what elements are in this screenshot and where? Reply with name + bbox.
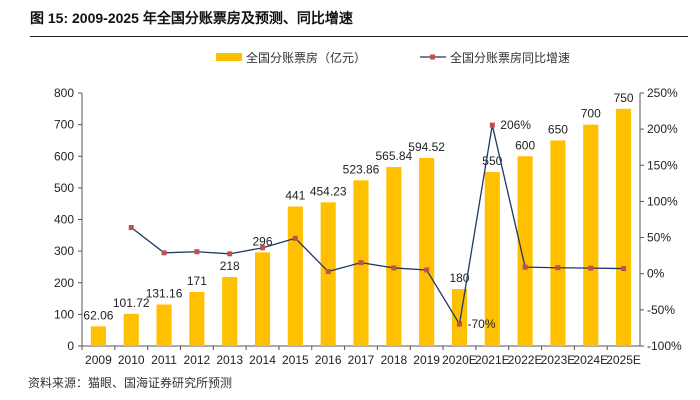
bar (616, 108, 632, 346)
bar-data-label: 180 (449, 271, 469, 285)
left-tick-label: 200 (54, 276, 74, 290)
bar (222, 277, 238, 346)
growth-data-label: 206% (500, 118, 531, 132)
right-tick-label: 200% (647, 122, 678, 136)
x-tick-label: 2014 (249, 353, 276, 367)
x-tick-label: 2015 (282, 353, 309, 367)
growth-marker (391, 265, 397, 271)
growth-marker (621, 266, 627, 272)
bar (550, 140, 566, 346)
x-tick-label: 2023E (541, 353, 576, 367)
right-tick-label: -50% (647, 303, 675, 317)
growth-marker (260, 245, 266, 251)
growth-marker (424, 267, 430, 273)
source-note: 资料来源：猫眼、国海证券研究所预测 (28, 376, 233, 390)
left-tick-label: 700 (54, 118, 74, 132)
bar (156, 304, 172, 346)
growth-marker (358, 260, 364, 266)
left-tick-label: 800 (54, 86, 74, 100)
bar-data-label: 565.84 (375, 149, 412, 163)
legend-bar-label: 全国分账票房（亿元） (246, 50, 366, 65)
growth-marker (555, 265, 561, 271)
legend-bar-swatch (216, 53, 242, 61)
growth-line (130, 124, 624, 326)
bar-data-label: 594.52 (408, 140, 445, 154)
x-tick-label: 2019 (413, 353, 440, 367)
x-tick-label: 2021E (475, 353, 510, 367)
left-tick-label: 100 (54, 307, 74, 321)
bar (386, 167, 402, 346)
left-tick-label: 300 (54, 244, 74, 258)
growth-marker (292, 235, 298, 241)
growth-marker (161, 250, 167, 256)
bar-data-label: 441 (285, 189, 305, 203)
right-tick-label: 0% (647, 267, 665, 281)
growth-marker (194, 249, 200, 255)
bar (287, 206, 303, 346)
x-tick-label: 2018 (380, 353, 407, 367)
x-tick-label: 2020E (442, 353, 477, 367)
left-tick-label: 400 (54, 213, 74, 227)
x-tick-label: 2009 (85, 353, 112, 367)
bar-data-label: 218 (220, 259, 240, 273)
bar-data-label: 171 (187, 274, 207, 288)
growth-marker (325, 269, 331, 275)
bar-data-label: 523.86 (343, 162, 380, 176)
bar (90, 326, 106, 346)
growth-marker (227, 251, 233, 257)
growth-data-label: -70% (467, 317, 495, 331)
bar (419, 157, 435, 346)
bar-data-label: 750 (614, 91, 634, 105)
growth-marker (522, 264, 528, 270)
bar-data-label: 62.06 (83, 308, 113, 322)
left-tick-label: 500 (54, 181, 74, 195)
bar (189, 291, 205, 346)
x-tick-label: 2022E (508, 353, 543, 367)
bar-data-label: 101.72 (113, 296, 150, 310)
right-tick-label: -100% (647, 339, 682, 353)
legend-line-marker (430, 54, 435, 60)
growth-marker (588, 265, 594, 271)
x-tick-label: 2012 (184, 353, 211, 367)
bar (320, 202, 336, 346)
x-tick-label: 2017 (348, 353, 375, 367)
right-tick-label: 150% (647, 158, 678, 172)
growth-marker (128, 225, 134, 231)
right-tick-label: 50% (647, 231, 671, 245)
x-tick-label: 2024E (573, 353, 608, 367)
left-tick-label: 600 (54, 149, 74, 163)
bar-data-label: 650 (548, 122, 568, 136)
growth-marker (456, 321, 462, 327)
bar-data-label: 700 (581, 107, 601, 121)
bar (517, 156, 533, 346)
bar (583, 124, 599, 346)
bar (451, 289, 468, 346)
x-tick-label: 2016 (315, 353, 342, 367)
title-divider (30, 36, 688, 37)
bar-data-label: 131.16 (146, 287, 183, 301)
growth-marker (489, 122, 495, 128)
x-tick-label: 2025E (606, 353, 641, 367)
x-tick-label: 2010 (118, 353, 145, 367)
bar-data-label: 454.23 (310, 184, 347, 198)
left-tick-label: 0 (67, 339, 74, 353)
bar (254, 252, 271, 346)
bar-data-label: 296 (253, 234, 273, 248)
legend-line-label: 全国分账票房同比增速 (450, 50, 570, 65)
right-tick-label: 100% (647, 194, 678, 208)
bar (123, 313, 139, 346)
figure-title: 图 15: 2009-2025 年全国分账票房及预测、同比增速 (30, 10, 353, 26)
right-tick-label: 250% (647, 86, 678, 100)
bar (484, 172, 500, 346)
bar-data-label: 600 (515, 138, 535, 152)
x-tick-label: 2011 (151, 353, 177, 367)
x-tick-label: 2013 (216, 353, 243, 367)
